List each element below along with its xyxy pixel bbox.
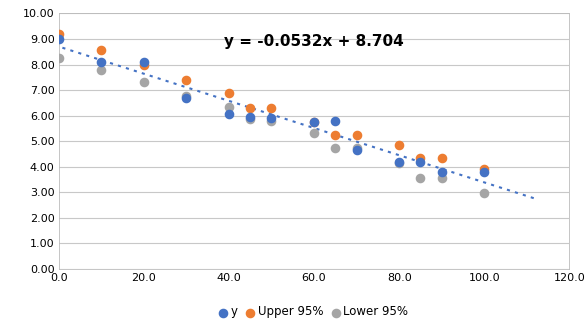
Lower 95% bbox=[182, 94, 191, 99]
y bbox=[224, 112, 234, 117]
Lower 95% bbox=[330, 145, 340, 150]
Lower 95% bbox=[266, 118, 276, 123]
Upper 95% bbox=[54, 31, 63, 37]
Lower 95% bbox=[480, 191, 489, 196]
Upper 95% bbox=[416, 155, 425, 160]
Lower 95% bbox=[309, 131, 319, 136]
y bbox=[352, 148, 361, 153]
Upper 95% bbox=[352, 132, 361, 137]
Upper 95% bbox=[480, 167, 489, 172]
Lower 95% bbox=[54, 55, 63, 61]
Legend: y, Upper 95%, Lower 95%: y, Upper 95%, Lower 95% bbox=[220, 305, 408, 318]
Upper 95% bbox=[309, 119, 319, 125]
y bbox=[245, 114, 255, 120]
Upper 95% bbox=[266, 105, 276, 111]
y bbox=[480, 169, 489, 174]
y bbox=[139, 59, 149, 65]
y bbox=[96, 59, 106, 65]
Lower 95% bbox=[416, 175, 425, 181]
Upper 95% bbox=[224, 90, 234, 95]
Upper 95% bbox=[394, 142, 404, 148]
Upper 95% bbox=[330, 132, 340, 137]
y bbox=[416, 159, 425, 164]
y bbox=[54, 36, 63, 42]
Upper 95% bbox=[182, 77, 191, 83]
Lower 95% bbox=[139, 80, 149, 85]
y bbox=[266, 116, 276, 121]
Lower 95% bbox=[96, 67, 106, 72]
y bbox=[394, 159, 404, 164]
Lower 95% bbox=[224, 104, 234, 109]
y bbox=[182, 95, 191, 100]
Lower 95% bbox=[437, 175, 446, 181]
Upper 95% bbox=[139, 62, 149, 67]
y bbox=[437, 169, 446, 174]
Upper 95% bbox=[437, 155, 446, 160]
Upper 95% bbox=[96, 48, 106, 53]
Lower 95% bbox=[394, 160, 404, 166]
Text: y = -0.0532x + 8.704: y = -0.0532x + 8.704 bbox=[224, 34, 404, 49]
Lower 95% bbox=[352, 145, 361, 150]
y bbox=[330, 118, 340, 123]
Lower 95% bbox=[245, 117, 255, 122]
y bbox=[309, 119, 319, 125]
Upper 95% bbox=[245, 105, 255, 111]
